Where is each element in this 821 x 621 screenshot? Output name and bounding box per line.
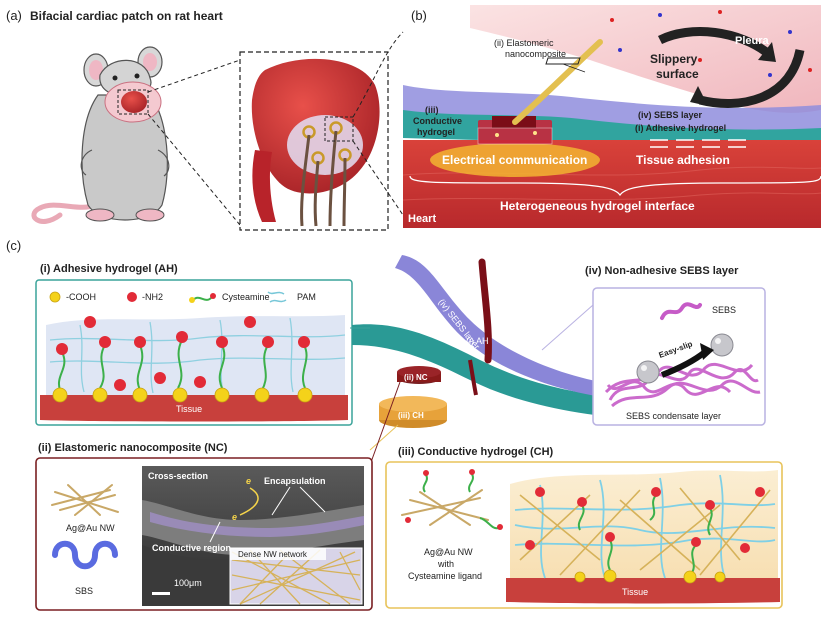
panel-a: (a) Bifacial cardiac patch on rat heart [6, 8, 404, 231]
ch-network: Tissue [506, 470, 780, 604]
encapsulation-label: Encapsulation [264, 476, 326, 486]
electron-symbol-2: e [232, 512, 237, 522]
legend-pam: PAM [297, 292, 316, 302]
legend-cooh: -COOH [66, 292, 96, 302]
strip-ah-label: (i) AH [466, 336, 489, 346]
panel-a-title: Bifacial cardiac patch on rat heart [30, 9, 223, 23]
ch-agau-label-3: Cysteamine ligand [408, 571, 482, 581]
nc-label-2: nanocomposite [505, 49, 566, 59]
adhesion-label: Tissue adhesion [636, 153, 730, 167]
slippery-label-2: surface [656, 67, 699, 81]
legend-nh2: -NH2 [142, 292, 163, 302]
ah-panel-title: (i) Adhesive hydrogel (AH) [40, 263, 178, 275]
sem-image: Cross-section Encapsulation e e Conducti… [142, 466, 364, 606]
nc-label-1: (ii) Elastomeric [494, 38, 554, 48]
heart-zoom [239, 31, 404, 231]
ah-tissue-label: Tissue [176, 404, 202, 414]
dense-nw-label: Dense NW network [238, 550, 308, 559]
ch-label-3: hydrogel [417, 127, 455, 137]
nc-sbs-label: SBS [75, 586, 93, 596]
nc-agau-label: Ag@Au NW [66, 523, 115, 533]
panel-b: (b) Pleura Slippery surface (ii) Elastom… [402, 5, 821, 228]
interface-label: Heterogeneous hydrogel interface [500, 199, 695, 213]
condensate-label: SEBS condensate layer [626, 411, 721, 421]
slippery-label-1: Slippery [650, 52, 698, 66]
nc-panel: (ii) Elastomeric nanocomposite (NC) Ag@A… [35, 442, 373, 611]
cooh-row [52, 387, 313, 403]
sebs-legend-label: SEBS [712, 305, 736, 315]
pleura-label: Pleura [735, 35, 770, 47]
panel-b-label: (b) [411, 8, 427, 23]
panel-c-label: (c) [6, 238, 21, 253]
conductive-region-label: Conductive region [152, 543, 231, 553]
ah-box: Tissue -COOH -NH2 Cysteamine PAM [35, 279, 353, 426]
ch-tissue-label: Tissue [622, 587, 648, 597]
ch-label-2: Conductive [413, 116, 462, 126]
nh2-dots [56, 316, 310, 391]
rat-illustration [31, 46, 241, 226]
ch-panel-title: (iii) Conductive hydrogel (CH) [398, 446, 554, 458]
ch-panel: (iii) Conductive hydrogel (CH) Ag@Au NW … [385, 446, 783, 609]
scale-label: 100μm [174, 578, 202, 588]
sebs-label: (iv) SEBS layer [638, 110, 703, 120]
adhesion-lines [650, 139, 746, 148]
ch-label-1: (iii) [425, 105, 439, 115]
electron-symbol-1: e [246, 476, 251, 486]
strip-nc-label: (ii) NC [404, 373, 428, 382]
sebs-box: SEBS Easy-slip SEBS condensate layer [592, 287, 766, 426]
legend-cysteamine: Cysteamine [222, 292, 270, 302]
sebs-panel-title: (iv) Non-adhesive SEBS layer [585, 265, 739, 277]
cross-section-label: Cross-section [148, 471, 208, 481]
strip-ch-label: (iii) CH [398, 411, 424, 420]
heart-label: Heart [408, 213, 436, 225]
nc-panel-title: (ii) Elastomeric nanocomposite (NC) [38, 442, 228, 454]
ch-agau-label-2: with [437, 559, 454, 569]
agau-cysteamine-icon [401, 469, 503, 530]
scale-bar [152, 592, 170, 595]
panel-c: (c) (i) Adhesive hydrogel (AH) Tissue -C… [6, 238, 766, 466]
agau-nw-icon [51, 484, 119, 516]
panel-a-label: (a) [6, 8, 22, 23]
electrical-label: Electrical communication [442, 153, 587, 167]
ch-agau-label-1: Ag@Au NW [424, 547, 473, 557]
ah-label: (i) Adhesive hydrogel [635, 123, 726, 133]
